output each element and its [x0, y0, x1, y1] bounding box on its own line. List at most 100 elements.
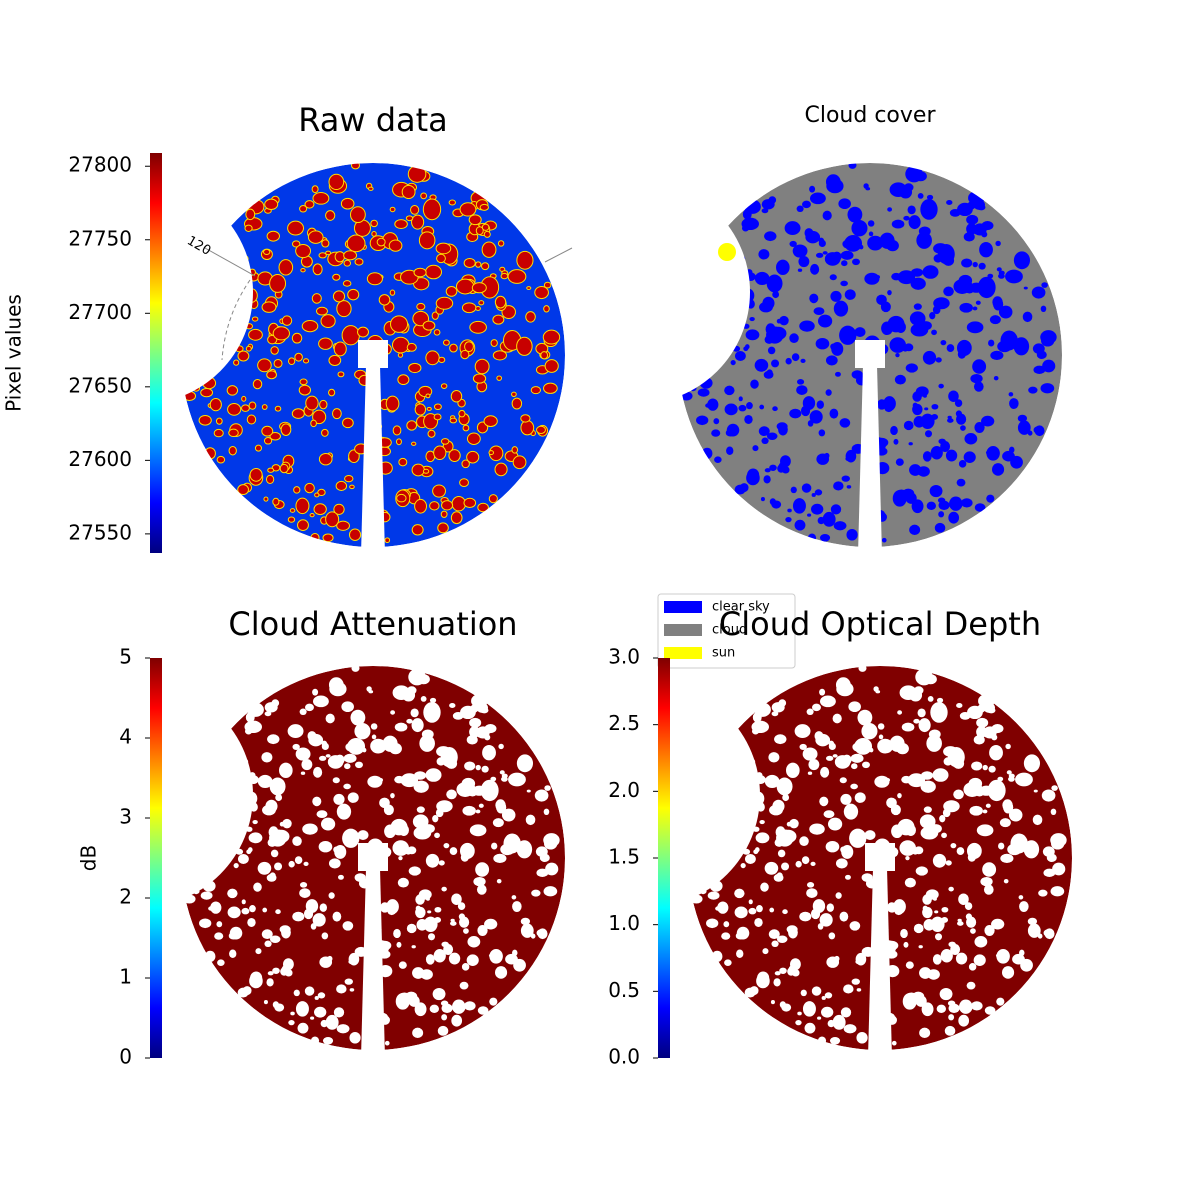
cloud-gap — [900, 928, 908, 939]
cloud-gap — [513, 958, 526, 972]
cloud-gap — [895, 458, 904, 466]
cloud-gap — [771, 702, 785, 713]
cloud-gap — [335, 480, 348, 492]
cloud-gap — [316, 306, 328, 316]
cloud-gap — [818, 429, 826, 437]
cloud-gap — [822, 511, 836, 527]
cloud-gap — [919, 1027, 931, 1039]
cloud-gap — [774, 971, 781, 976]
cloud-gap — [267, 467, 275, 473]
cloud-gap — [933, 243, 948, 254]
cloud-gap — [841, 475, 850, 482]
cloud-gap — [520, 420, 535, 436]
cloud-gap — [715, 230, 731, 243]
cloud-gap — [308, 733, 324, 747]
cloud-gap — [237, 854, 249, 865]
cloud-gap — [411, 718, 424, 733]
cloud-gap — [376, 532, 385, 541]
cloud-gap — [886, 797, 897, 809]
cloud-gap — [995, 953, 1001, 958]
cloud-gap — [861, 946, 875, 957]
cloud-gap — [960, 425, 966, 431]
cloud-gap — [758, 426, 770, 437]
cloud-gap — [325, 511, 340, 528]
cloud-gap — [287, 516, 296, 523]
cloud-gap — [749, 316, 755, 322]
cloud-gap — [897, 270, 916, 285]
cloud-gap — [461, 302, 477, 314]
cloud-gap — [411, 524, 424, 536]
cloud-gap — [970, 928, 976, 934]
cloud-gap — [380, 1015, 390, 1025]
cloud-gap — [366, 838, 384, 857]
cloud-gap — [389, 742, 402, 755]
cloud-gap — [184, 315, 196, 327]
cloud-gap — [806, 708, 814, 716]
cloud-gap — [235, 848, 244, 855]
cloud-gap — [299, 378, 308, 386]
cloud-gap — [441, 941, 449, 948]
cloud-gap — [770, 326, 787, 340]
cloud-gap — [922, 393, 927, 398]
cloud-gap — [216, 778, 226, 787]
cloud-gap — [544, 785, 551, 791]
cloud-gap — [273, 359, 283, 368]
cloud-gap — [713, 307, 724, 319]
cloud-gap — [809, 185, 816, 193]
cloud-gap — [425, 954, 435, 965]
cloud-gap — [909, 688, 923, 702]
cloud-gap — [480, 707, 489, 714]
cloud-gap — [829, 408, 839, 419]
cloud-gap — [817, 923, 824, 930]
cloud-gap — [868, 231, 874, 237]
cloud-gap — [274, 862, 283, 871]
colorbar-tick-label: 2.5 — [608, 711, 640, 735]
cloud-gap — [742, 288, 755, 303]
cloud-gap — [734, 888, 745, 899]
cloud-gap — [705, 872, 716, 883]
cloud-gap — [381, 847, 392, 858]
cloud-gap — [295, 243, 312, 259]
cloud-gap — [451, 893, 462, 906]
cloud-gap — [948, 511, 960, 524]
cloud-gap — [699, 888, 707, 895]
cloud-gap — [407, 165, 427, 183]
cloud-gap — [789, 818, 799, 829]
cloud-gap — [915, 386, 929, 397]
cloud-gap — [886, 239, 899, 252]
cloud-gap — [911, 268, 924, 277]
cloud-gap — [936, 1004, 947, 1014]
cloud-gap — [351, 664, 360, 672]
cloud-gap — [966, 321, 984, 334]
cloud-gap — [807, 420, 814, 427]
cloud-gap — [760, 497, 765, 502]
cloud-gap — [347, 738, 366, 755]
cloud-gap — [920, 321, 932, 331]
cloud-gap — [972, 306, 978, 311]
cloud-gap — [320, 314, 336, 329]
cloud-gap — [210, 901, 222, 914]
cloud-gap — [977, 276, 996, 299]
cloud-gap — [752, 445, 759, 452]
cloud-gap — [252, 819, 258, 825]
cloud-gap — [913, 923, 924, 934]
cloud-gap — [267, 734, 280, 745]
cloud-gap — [921, 1002, 934, 1017]
cloud-gap — [1050, 833, 1067, 848]
cloud-gap — [428, 933, 436, 941]
cloud-gap — [901, 722, 915, 732]
cloud-gap — [478, 803, 484, 808]
cloud-gap — [875, 690, 881, 694]
cloud-gap — [477, 924, 488, 936]
cloud-gap — [416, 806, 425, 813]
cloud-gap — [774, 838, 784, 847]
cloud-gap — [304, 200, 315, 209]
colorbar-tick-label: 0.0 — [608, 1045, 640, 1069]
cloud-gap — [856, 988, 862, 992]
cloud-gap — [216, 307, 227, 320]
cloud-gap — [300, 771, 306, 775]
cloud-gap — [448, 449, 461, 462]
cloud-gap — [751, 728, 760, 735]
cloud-gap — [762, 948, 769, 955]
cloud-gap — [735, 932, 746, 940]
